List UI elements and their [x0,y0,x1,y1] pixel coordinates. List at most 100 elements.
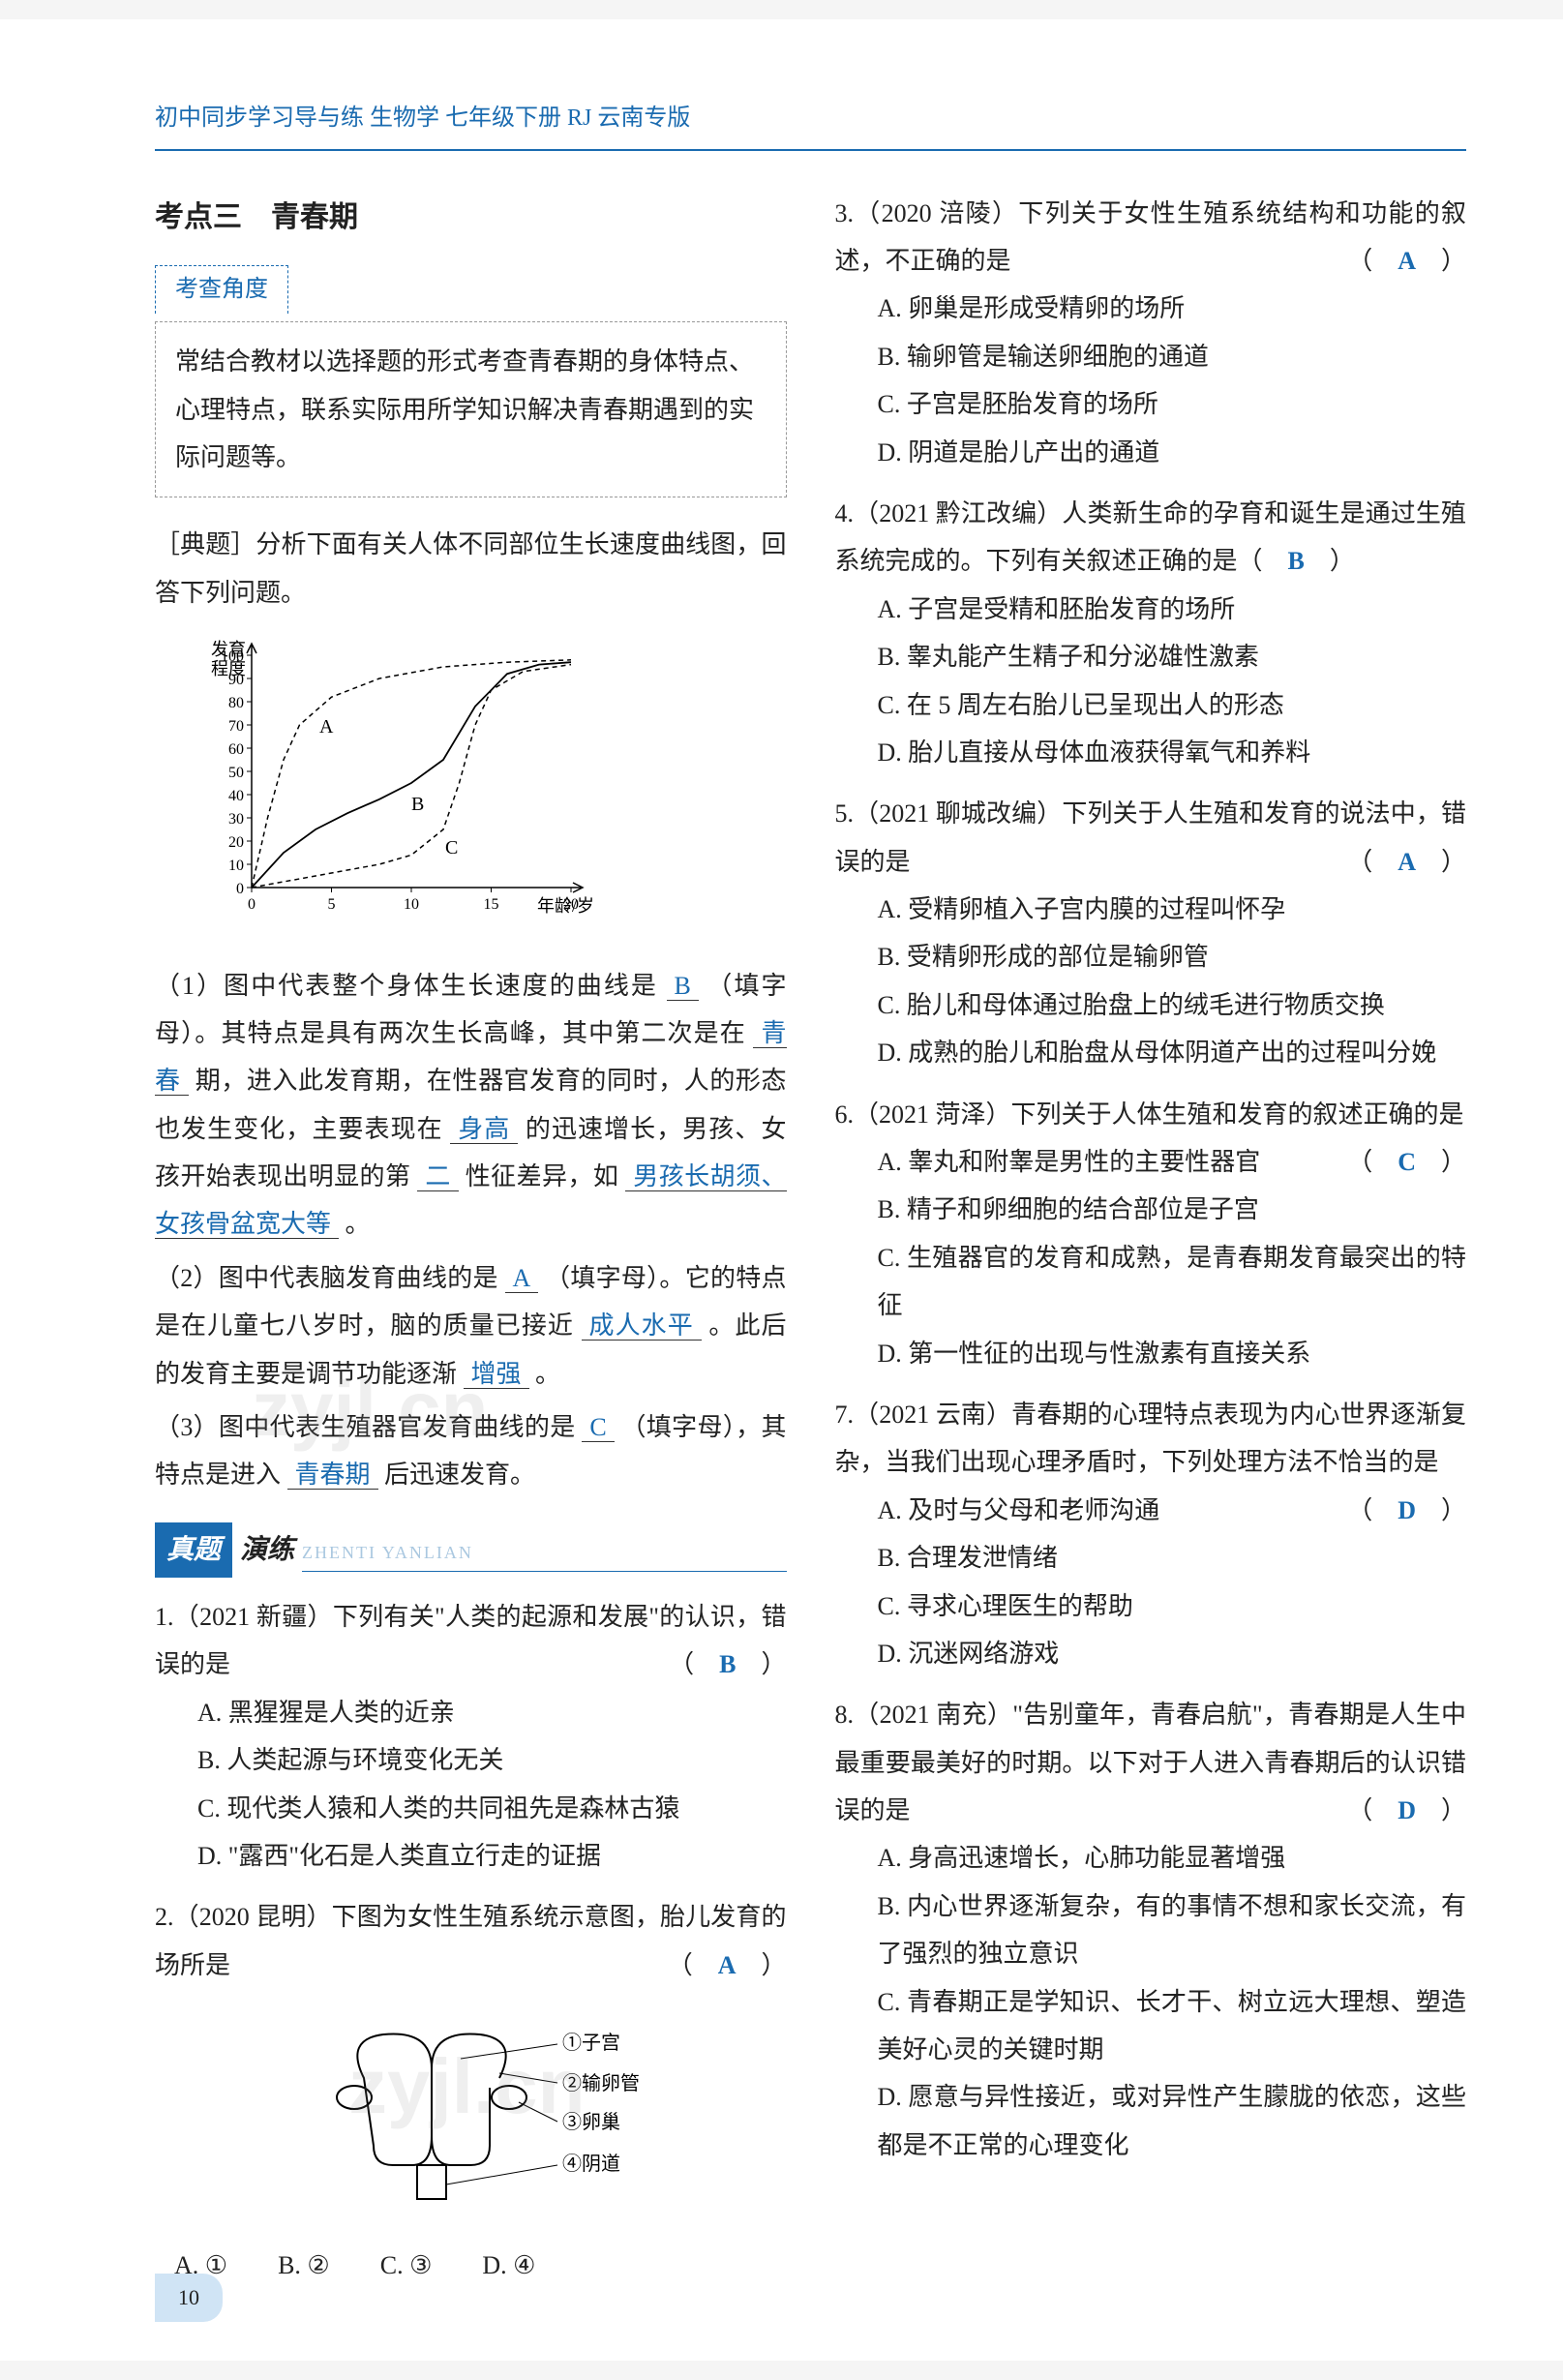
q5-opt-c: C. 胎儿和母体通过胎盘上的绒毛进行物质交换 [878,981,1467,1029]
q4: 4.（2021 黔江改编）人类新生命的孕育和诞生是通过生殖系统完成的。下列有关叙… [835,490,1467,776]
q7-opt-d: D. 沉迷网络游戏 [878,1630,1467,1677]
q1-opt-a: A. 黑猩猩是人类的近亲 [197,1689,787,1736]
q5-opt-d: D. 成熟的胎儿和胎盘从母体阴道产出的过程叫分娩 [878,1029,1467,1076]
svg-text:10: 10 [404,896,419,913]
q4-opt-b: B. 睾丸能产生精子和分泌雄性激素 [878,633,1467,680]
q4-answer: B [1288,547,1305,575]
left-column: 考点三 青春期 考查角度 常结合教材以选择题的形式考查青春期的身体特点、心理特点… [155,190,787,2303]
q4-opt-a: A. 子宫是受精和胚胎发育的场所 [878,586,1467,633]
svg-text:③卵巢: ③卵巢 [562,2111,620,2133]
svg-text:程度: 程度 [211,659,246,678]
growth-chart: 0102030405060708090100 05101520 发育 程度 年龄… [194,626,787,942]
q2: 2.（2020 昆明）下图为女性生殖系统示意图，胎儿发育的场所是 （ A ） [155,1893,787,2289]
q1-answer: B [719,1650,736,1678]
svg-text:④阴道: ④阴道 [562,2153,620,2175]
svg-text:15: 15 [484,896,499,913]
q6-answer: C [1398,1148,1416,1176]
svg-text:0: 0 [236,881,244,897]
q6-opt-d: D. 第一性征的出现与性激素有直接关系 [878,1330,1467,1377]
p3-blank1: C [582,1413,614,1442]
zhenti-zhen: 真题 [155,1522,232,1578]
q3-answer-wrap: （ A ） [1347,237,1466,285]
svg-text:30: 30 [228,811,244,828]
q2-answer-wrap: （ A ） [668,1942,787,1989]
q1: 1.（2021 新疆）下列有关"人类的起源和发展"的认识，错误的是 （ B ） … [155,1593,787,1880]
svg-text:年龄/岁: 年龄/岁 [537,896,594,916]
q5-answer-wrap: （ A ） [1347,838,1466,886]
reproductive-diagram: ①子宫 ②输卵管 ③卵巢 ④阴道 [286,2001,654,2214]
svg-text:40: 40 [228,788,244,804]
p3-a: （3）图中代表生殖器官发育曲线的是 [155,1413,576,1441]
q8-opt-b: B. 内心世界逐渐复杂，有的事情不想和家长交流，有了强烈的独立意识 [878,1883,1467,1978]
p2-a: （2）图中代表脑发育曲线的是 [155,1264,498,1292]
svg-text:10: 10 [228,858,244,874]
q2-stem: 2.（2020 昆明）下图为女性生殖系统示意图，胎儿发育的场所是 （ A ） [155,1893,787,1989]
p1-e: 性征差异，如 [466,1162,619,1190]
p2-blank1: A [505,1264,539,1293]
q3-opt-c: C. 子宫是胚胎发育的场所 [878,380,1467,428]
q6-stem: 6.（2021 菏泽）下列关于人体生殖和发育的叙述正确的是 [835,1100,1464,1129]
q6-answer-wrap: （ C ） [1347,1138,1466,1186]
q8-opt-d: D. 愿意与异性接近，或对异性产生朦胧的依恋，这些都是不正常的心理变化 [878,2073,1467,2169]
q5-answer: A [1398,848,1416,876]
zhenti-pinyin: ZHENTI YANLIAN [302,1536,786,1572]
svg-text:发育: 发育 [211,640,246,659]
svg-text:60: 60 [228,741,244,758]
q3: 3.（2020 涪陵）下列关于女性生殖系统结构和功能的叙述，不正确的是 （ A … [835,190,1467,476]
dianti: ［典题］分析下面有关人体不同部位生长速度曲线图，回答下列问题。 [155,521,787,617]
zhenti-section: 真题 演练 ZHENTI YANLIAN [155,1522,787,1578]
svg-text:20: 20 [228,834,244,851]
p3-blank2: 青春期 [287,1461,378,1490]
q4-stem-end: ） [1330,547,1355,575]
p1-a: （1）图中代表整个身体生长速度的曲线是 [155,972,658,1000]
svg-text:A: A [319,716,334,738]
q6: 6.（2021 菏泽）下列关于人体生殖和发育的叙述正确的是 （ C ） A. 睾… [835,1091,1467,1377]
p3: （3）图中代表生殖器官发育曲线的是 C （填字母），其特点是进入 青春期 后迅速… [155,1403,787,1499]
p2-blank2: 成人水平 [582,1311,702,1341]
q6-opt-c: C. 生殖器官的发育和成熟，是青春期发育最突出的特征 [878,1234,1467,1330]
p1: （1）图中代表整个身体生长速度的曲线是 B （填字母）。其特点是具有两次生长高峰… [155,962,787,1249]
kaocha-box: 常结合教材以选择题的形式考查青春期的身体特点、心理特点，联系实际用所学知识解决青… [155,321,787,497]
page-root: 初中同步学习导与练 生物学 七年级下册 RJ 云南专版 考点三 青春期 考查角度… [0,19,1563,2361]
svg-text:70: 70 [228,718,244,735]
q4-stem: 4.（2021 黔江改编）人类新生命的孕育和诞生是通过生殖系统完成的。下列有关叙… [835,499,1467,575]
q2-diagram: ①子宫 ②输卵管 ③卵巢 ④阴道 [155,2001,787,2229]
kaocha-label: 考查角度 [155,265,288,315]
q7-opt-c: C. 寻求心理医生的帮助 [878,1582,1467,1630]
columns: 考点三 青春期 考查角度 常结合教材以选择题的形式考查青春期的身体特点、心理特点… [155,190,1466,2303]
svg-text:B: B [411,794,424,815]
q1-options: A. 黑猩猩是人类的近亲 B. 人类起源与环境变化无关 C. 现代类人猿和人类的… [155,1689,787,1881]
q3-opt-d: D. 阴道是胎儿产出的通道 [878,429,1467,476]
svg-text:C: C [445,837,458,859]
q5-opt-a: A. 受精卵植入子宫内膜的过程叫怀孕 [878,886,1467,933]
q6-opt-b: B. 精子和卵细胞的结合部位是子宫 [878,1186,1467,1233]
q5-opt-b: B. 受精卵形成的部位是输卵管 [878,933,1467,980]
q1-opt-c: C. 现代类人猿和人类的共同祖先是森林古猿 [197,1785,787,1832]
svg-text:②输卵管: ②输卵管 [562,2072,640,2094]
q8-answer: D [1398,1796,1416,1824]
q1-stem: 1.（2021 新疆）下列有关"人类的起源和发展"的认识，错误的是 （ B ） [155,1593,787,1689]
svg-text:5: 5 [328,896,336,913]
q1-opt-b: B. 人类起源与环境变化无关 [197,1736,787,1784]
q2-answer: A [718,1951,736,1979]
p2-blank3: 增强 [464,1360,529,1389]
q1-opt-d: D. "露西"化石是人类直立行走的证据 [197,1832,787,1880]
p3-c: 后迅速发育。 [384,1461,535,1489]
q7-answer-wrap: （ D ） [1347,1487,1466,1534]
q8-opt-a: A. 身高迅速增长，心肺功能显著增强 [878,1834,1467,1882]
q3-opt-a: A. 卵巢是形成受精卵的场所 [878,285,1467,332]
q7: 7.（2021 云南）青春期的心理特点表现为内心世界逐渐复杂，当我们出现心理矛盾… [835,1391,1467,1677]
q3-answer: A [1398,247,1416,275]
q7-answer: D [1398,1496,1416,1524]
p1-blank3: 身高 [450,1115,518,1144]
kaodian-title: 考点三 青春期 [155,190,787,245]
p1-blank4: 二 [417,1162,458,1191]
q3-opt-b: B. 输卵管是输送卵细胞的通道 [878,333,1467,380]
page-header: 初中同步学习导与练 生物学 七年级下册 RJ 云南专版 [155,97,1466,151]
q8: 8.（2021 南充）"告别童年，青春启航"，青春期是人生中最重要最美好的时期。… [835,1691,1467,2169]
zhenti-yan: 演练 [240,1524,294,1576]
p1-blank1: B [667,972,699,1001]
svg-text:①子宫: ①子宫 [562,2032,620,2054]
svg-text:80: 80 [228,695,244,711]
right-column: 3.（2020 涪陵）下列关于女性生殖系统结构和功能的叙述，不正确的是 （ A … [835,190,1467,2303]
